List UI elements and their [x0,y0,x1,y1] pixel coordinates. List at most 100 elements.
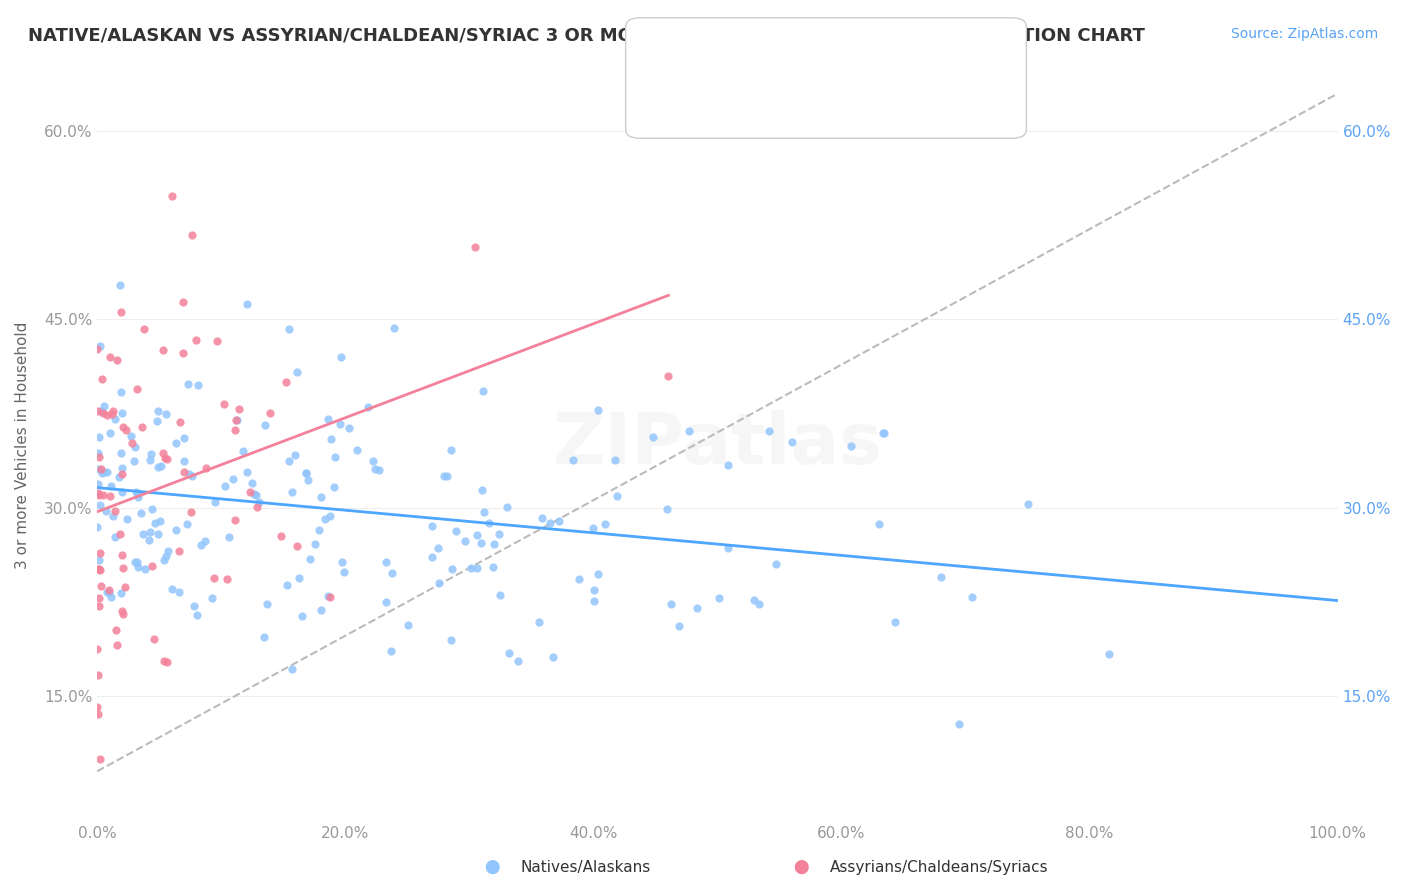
Point [165,523,187,537]
Point [717,541,740,555]
Point [173,431,195,445]
Point [108,526,131,541]
Point [195,461,218,475]
Point [177,467,200,482]
Point [239,484,262,499]
Point [235,465,257,479]
Point [661,597,683,611]
Point [110,485,132,500]
Point [145,516,167,530]
Point [155,407,177,421]
Point [541,650,564,665]
Point [207,334,229,348]
Point [127,559,149,574]
Point [470,535,492,549]
Point [254,417,277,432]
Point [603,453,626,467]
Point [110,304,132,318]
Point [281,662,304,676]
Point [707,591,730,605]
Point [586,566,609,581]
Point [101,404,124,418]
Point [105,353,128,368]
Point [86,486,108,500]
Point [104,504,127,518]
Point [139,525,162,540]
Point [444,524,467,538]
Point [155,549,177,563]
Point [259,406,281,420]
Point [86,562,108,576]
Point [295,466,318,480]
Point [742,593,765,607]
Point [396,618,419,632]
Point [368,463,391,477]
Point [87,553,110,567]
Point [278,454,301,468]
Point [657,368,679,383]
Point [111,604,134,618]
Point [872,425,894,440]
Text: R =: R = [686,52,720,67]
Point [89,339,111,353]
Point [884,615,907,630]
Point [114,423,136,437]
Point [86,342,108,356]
Point [337,421,360,435]
Point [114,580,136,594]
Point [152,446,174,460]
Point [110,446,132,460]
Text: NATIVE/ALASKAN VS ASSYRIAN/CHALDEAN/SYRIAC 3 OR MORE VEHICLES IN HOUSEHOLD CORRE: NATIVE/ALASKAN VS ASSYRIAN/CHALDEAN/SYRI… [28,27,1144,45]
Point [100,590,122,604]
Point [96,504,118,518]
Point [112,419,135,434]
Point [111,561,134,575]
Point [839,439,862,453]
Point [89,563,111,577]
Point [464,240,486,254]
Point [97,583,120,598]
Point [86,520,108,534]
Point [245,488,267,502]
Point [107,639,129,653]
Point [110,461,132,475]
Point [100,479,122,493]
Point [284,448,307,462]
Point [89,546,111,560]
Point [152,553,174,567]
Point [162,582,184,597]
Point [582,521,605,535]
Point [765,557,787,571]
Point [311,603,333,617]
Point [86,699,108,714]
Point [132,322,155,336]
Point [593,516,616,531]
Point [678,424,700,438]
Point [181,227,204,242]
Point [156,655,179,669]
Point [152,343,174,357]
Text: R =: R = [686,95,720,110]
Point [180,468,202,483]
Text: N = 80: N = 80 [834,93,896,111]
Point [167,544,190,558]
Point [472,384,495,399]
Point [138,453,160,467]
Bar [647,87,675,116]
Point [212,397,235,411]
Point [253,630,276,644]
Point [276,375,298,389]
Point [583,594,606,608]
Point [146,414,169,428]
Point [127,486,149,500]
Point [758,424,780,438]
Point [100,425,122,440]
Point [329,417,352,431]
Point [588,402,610,417]
Point [498,646,520,660]
Point [105,624,128,638]
Point [90,466,112,480]
Point [225,413,247,427]
Point [547,514,569,528]
Point [101,407,124,421]
